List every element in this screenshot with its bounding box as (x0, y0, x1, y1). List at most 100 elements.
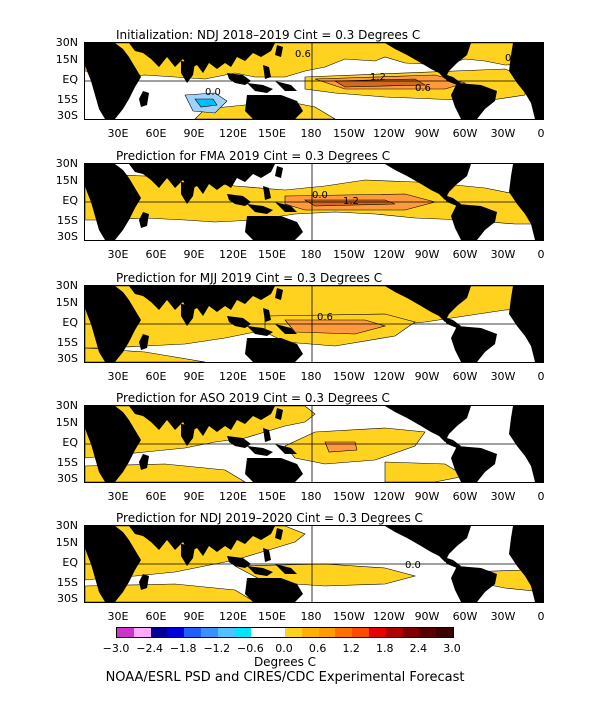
land-mass (245, 578, 303, 602)
lon-label: 60W (452, 127, 478, 140)
land-mass (441, 556, 461, 568)
land-mass (227, 316, 251, 328)
lat-label: 30N (55, 279, 78, 292)
land-mass (247, 326, 273, 336)
land-mass (139, 334, 149, 350)
lat-label: EQ (62, 194, 78, 207)
land-mass (245, 458, 303, 482)
map-svg (85, 406, 543, 482)
lon-label: 150W (333, 370, 365, 383)
lon-label: 30E (107, 490, 129, 503)
lat-label: 15N (55, 174, 78, 187)
lon-label: 150E (258, 370, 286, 383)
land-mass (129, 526, 275, 556)
land-mass (129, 286, 275, 316)
land-mass (245, 216, 303, 240)
colorbar-label: −1.2 (203, 642, 231, 655)
colorbar (116, 627, 454, 638)
warm-anomaly-region-strong (324, 441, 358, 453)
colorbar-swatch (133, 628, 151, 637)
land-mass (129, 43, 275, 73)
lon-label: 150E (258, 248, 286, 261)
contour-label: 1.2 (343, 196, 359, 207)
colorbar-swatch (217, 628, 235, 637)
lon-label: 60E (145, 370, 167, 383)
lon-label: 0 (537, 127, 545, 140)
lon-label: 60E (145, 610, 167, 623)
lat-label: 30S (57, 592, 78, 605)
land-mass (227, 73, 251, 85)
lon-label: 30W (490, 490, 516, 503)
lon-label: 30W (490, 248, 516, 261)
land-mass (275, 324, 297, 334)
land-mass (275, 288, 283, 300)
land-mass (263, 65, 271, 79)
lon-label: 90E (183, 490, 205, 503)
lon-label: 150W (333, 127, 365, 140)
colorbar-label: −1.8 (169, 642, 197, 655)
lon-label: 90E (183, 370, 205, 383)
lon-label: 120W (373, 248, 405, 261)
lat-label: 15S (57, 576, 78, 589)
colorbar-swatch (251, 628, 269, 637)
warm-anomaly-region-strong (284, 319, 387, 335)
lat-label: 15S (57, 214, 78, 227)
contour-label: 0.0 (205, 87, 221, 98)
land-mass (129, 406, 275, 436)
colorbar-label: 1.8 (376, 642, 394, 655)
lon-label: 0 (537, 490, 545, 503)
land-mass (385, 286, 471, 322)
lat-label: 30S (57, 230, 78, 243)
lon-label: 120W (373, 610, 405, 623)
land-mass (385, 406, 471, 442)
lon-label: 150E (258, 610, 286, 623)
warm-anomaly-region (85, 583, 256, 602)
lon-label: 90E (183, 127, 205, 140)
colorbar-label: 0.0 (275, 642, 293, 655)
land-mass (451, 326, 497, 362)
land-mass (441, 194, 461, 206)
lat-label: 30N (55, 399, 78, 412)
colorbar-label: −0.6 (237, 642, 264, 655)
map-svg: 0.0 (85, 526, 543, 602)
lat-label: EQ (62, 436, 78, 449)
lon-label: 30E (107, 248, 129, 261)
land-mass (275, 408, 283, 420)
anomaly-map-2: 0.0 1.2 (84, 163, 544, 241)
colorbar-swatch (368, 628, 386, 637)
lat-label: 15S (57, 93, 78, 106)
lat-label: 15N (55, 53, 78, 66)
colorbar-swatch (318, 628, 336, 637)
anomaly-map-3: 0.6 (84, 285, 544, 363)
land-mass (247, 204, 273, 214)
colorbar-swatch (352, 628, 369, 637)
lon-label: 120E (219, 490, 247, 503)
colorbar-swatch (419, 628, 437, 637)
colorbar-swatch (436, 628, 453, 637)
lat-label: 30S (57, 109, 78, 122)
contour-label: 0.6 (415, 83, 431, 94)
land-mass (275, 444, 297, 454)
lon-label: 120E (219, 127, 247, 140)
land-mass (275, 202, 297, 212)
land-mass (181, 304, 195, 326)
panel-title-1: Initialization: NDJ 2018–2019 Cint = 0.3… (116, 28, 421, 42)
lon-label: 60W (452, 610, 478, 623)
colorbar-swatch (184, 628, 201, 637)
land-mass (245, 338, 303, 362)
lon-label: 30W (490, 610, 516, 623)
land-mass (247, 446, 273, 456)
lat-label: EQ (62, 556, 78, 569)
lat-label: 15N (55, 536, 78, 549)
land-mass (263, 186, 271, 200)
lat-label: EQ (62, 73, 78, 86)
panel-title-4: Prediction for ASO 2019 Cint = 0.3 Degre… (116, 391, 390, 405)
colorbar-label: 1.2 (342, 642, 360, 655)
colorbar-swatch (402, 628, 420, 637)
map-svg: 0.6 (85, 286, 543, 362)
land-mass (247, 83, 273, 93)
colorbar-swatch (268, 628, 285, 637)
land-mass (385, 164, 471, 200)
lat-label: 30S (57, 352, 78, 365)
lon-label: 120W (373, 490, 405, 503)
